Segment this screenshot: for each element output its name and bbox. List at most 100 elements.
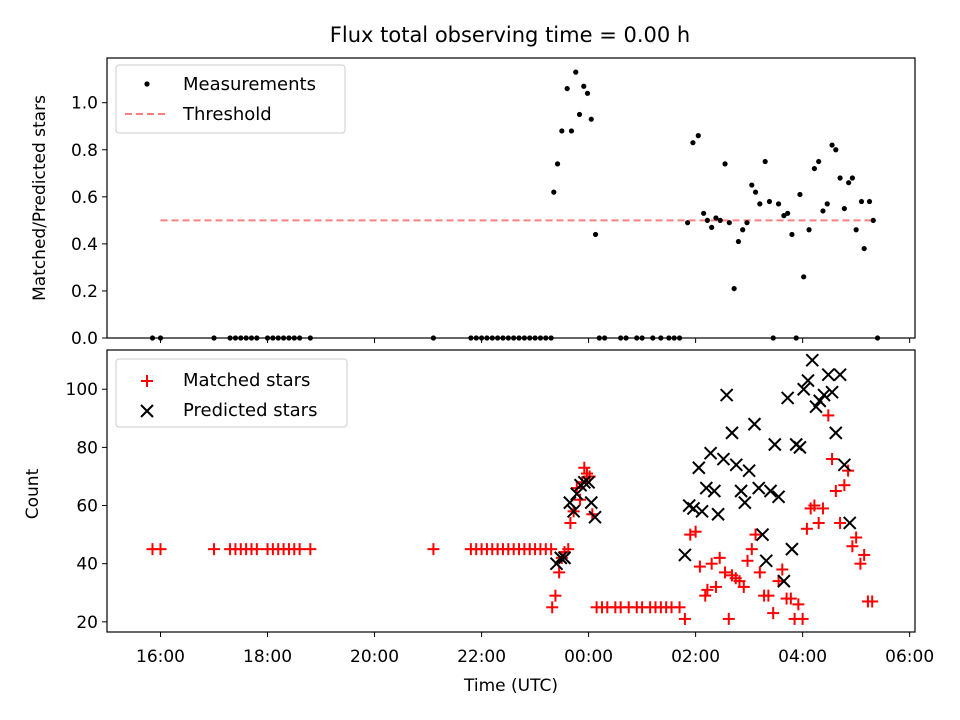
predicted-stars-point xyxy=(686,501,701,516)
measurement-point xyxy=(592,231,599,238)
y-tick-label: 0.0 xyxy=(71,329,98,349)
measurement-point xyxy=(806,227,812,233)
matched-stars-point xyxy=(829,485,842,497)
measurement-point xyxy=(811,165,818,172)
predicted-stars-point xyxy=(759,554,773,568)
y-tick-label: 0.6 xyxy=(71,188,98,208)
y-tick-label: 40 xyxy=(76,555,98,575)
predicted-stars-point xyxy=(809,399,823,414)
measurement-point xyxy=(704,217,710,223)
predicted-stars-point xyxy=(777,574,791,588)
predicted-stars-point xyxy=(678,548,692,562)
x-tick-label: 22:00 xyxy=(457,647,506,667)
predicted-stars-point xyxy=(843,516,857,530)
matched-stars-point xyxy=(713,551,726,564)
measurement-point xyxy=(762,158,768,165)
matched-stars-point xyxy=(792,598,805,611)
measurement-point xyxy=(709,224,715,231)
measurement-point xyxy=(722,161,728,167)
y-tick-label: 100 xyxy=(66,380,98,400)
predicted-stars-point xyxy=(768,437,782,452)
matched-stars-point xyxy=(784,592,797,605)
matched-stars-point xyxy=(812,516,825,529)
upper-y-axis-label: Matched/Predicted stars xyxy=(30,95,50,301)
predicted-stars-point xyxy=(825,385,839,399)
matched-stars-point xyxy=(546,601,559,614)
predicted-stars-point xyxy=(829,426,843,440)
matched-stars-point xyxy=(808,499,821,512)
measurement-point xyxy=(568,128,575,134)
measurement-point xyxy=(690,140,696,146)
y-tick-label: 0.8 xyxy=(71,141,98,161)
predicted-stars-point xyxy=(837,458,852,472)
measurement-point xyxy=(726,220,732,226)
predicted-stars-point xyxy=(711,507,725,521)
matched-stars-point xyxy=(701,583,714,596)
predicted-stars-point xyxy=(833,368,847,382)
x-tick-label: 20:00 xyxy=(350,647,399,667)
measurement-point xyxy=(766,198,773,205)
measurement-point xyxy=(701,210,707,216)
predicted-stars-point xyxy=(716,452,731,466)
predicted-stars-point xyxy=(796,382,811,396)
measurement-point xyxy=(731,285,737,292)
measurement-point xyxy=(576,111,583,118)
lower-panel-frame xyxy=(106,349,916,633)
lower-legend-box xyxy=(115,358,348,428)
matched-stars-point xyxy=(699,589,712,602)
predicted-stars-point xyxy=(725,426,739,440)
measurement-point xyxy=(853,227,859,233)
matched-stars-point xyxy=(838,479,851,492)
matched-stars-point xyxy=(800,522,813,535)
measurement-point xyxy=(797,191,803,198)
lower-panel: 20 40 60 80 100 16:00 18:00 20:00 22:00 00:00 02:0… xyxy=(23,349,934,667)
matched-stars-point xyxy=(545,543,558,556)
matched-stars-point xyxy=(709,580,722,593)
y-tick-label: 0.4 xyxy=(71,235,98,255)
matched-stars-point xyxy=(208,543,221,556)
matched-stars-point xyxy=(822,409,835,422)
predicted-stars-point xyxy=(742,463,756,478)
matched-stars-point xyxy=(250,543,263,556)
measurement-point xyxy=(749,182,755,188)
measurement-point xyxy=(870,217,876,223)
measurement-point xyxy=(713,215,719,221)
measurement-point xyxy=(573,69,579,75)
measurement-point xyxy=(744,220,750,226)
measurement-point xyxy=(789,231,795,238)
matched-stars-point xyxy=(719,566,732,579)
matched-stars-point xyxy=(580,467,593,480)
measurement-point xyxy=(785,210,791,216)
predicted-stars-point xyxy=(695,504,709,519)
y-tick-label: 1.0 xyxy=(71,94,98,114)
predicted-stars-point xyxy=(805,353,819,367)
measurement-point xyxy=(740,227,746,233)
upper-panel-frame xyxy=(106,57,916,339)
x-tick-label: 18:00 xyxy=(243,647,292,667)
measurement-point xyxy=(584,90,591,96)
matched-stars-point xyxy=(745,543,758,556)
matched-stars-point xyxy=(689,525,702,538)
lower-legend: Matched stars Predicted stars xyxy=(115,358,348,428)
predicted-stars-point xyxy=(707,484,722,498)
predicted-stars-point xyxy=(817,388,831,402)
measurement-point xyxy=(757,201,763,207)
matched-stars-point xyxy=(684,528,697,541)
predicted-stars-point xyxy=(588,510,602,524)
measurement-point xyxy=(866,198,873,205)
matched-stars-point xyxy=(834,516,847,529)
predicted-stars-point xyxy=(813,394,827,408)
legend-matched-label: Matched stars xyxy=(183,370,310,391)
matched-stars-point xyxy=(858,548,871,561)
matched-stars-point xyxy=(722,612,735,625)
matched-stars-point xyxy=(549,589,562,602)
matched-stars-point xyxy=(553,566,566,579)
measurement-point xyxy=(717,217,723,223)
y-tick-label: 0.2 xyxy=(71,282,98,302)
matched-stars-point xyxy=(776,563,789,576)
measurement-point xyxy=(820,208,826,214)
y-tick-label: 80 xyxy=(76,438,98,458)
matched-stars-point xyxy=(737,580,750,593)
predicted-stars-point xyxy=(738,495,752,510)
predicted-stars-point xyxy=(549,556,564,571)
